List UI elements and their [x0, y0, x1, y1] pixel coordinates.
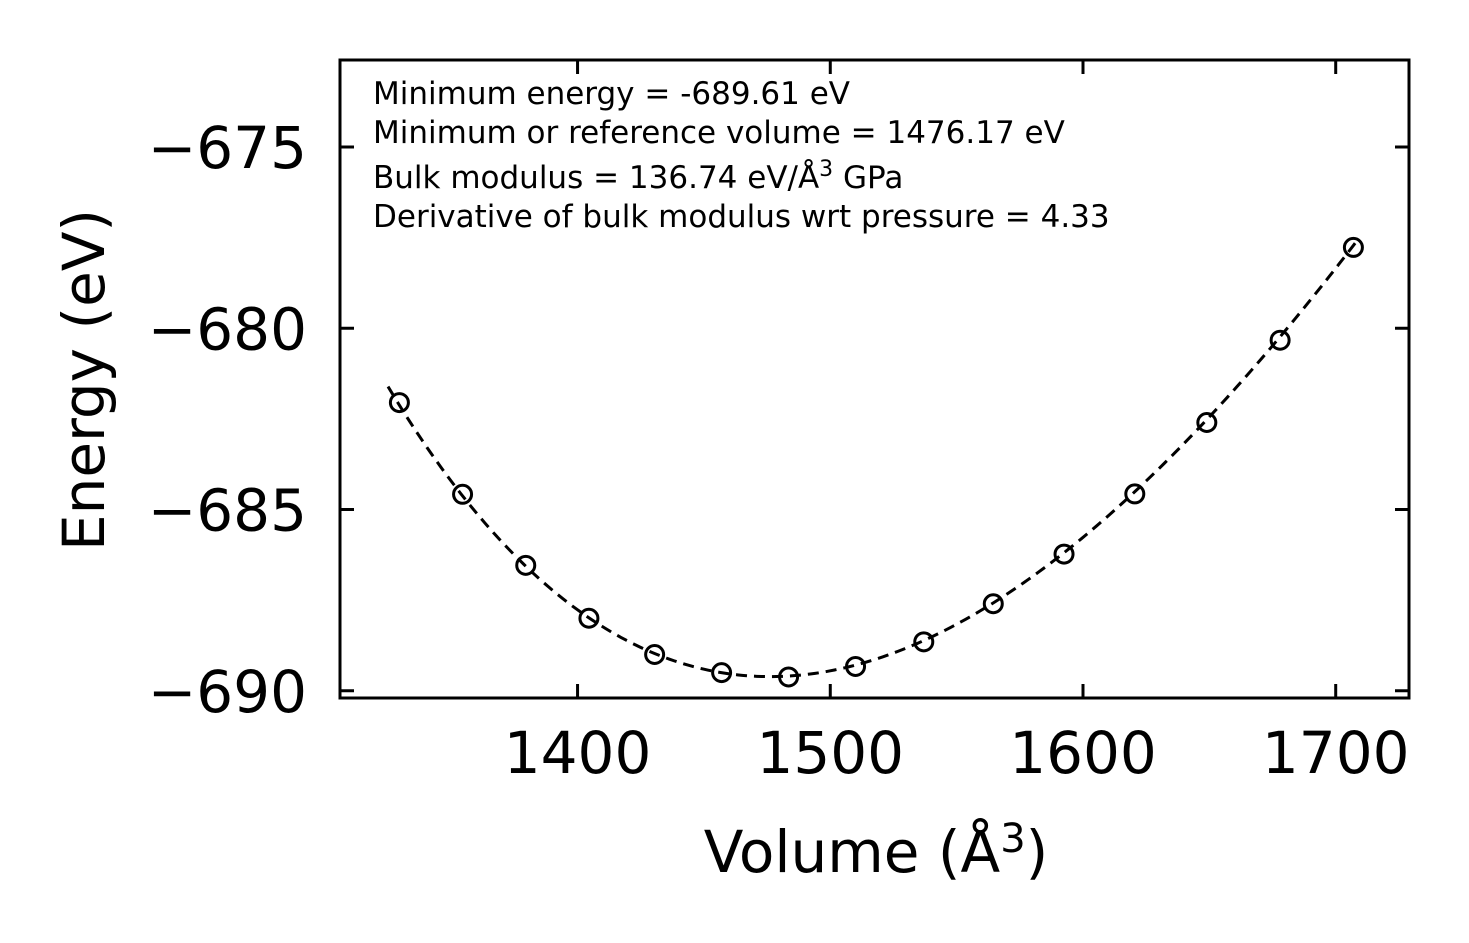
data-point [578, 607, 600, 629]
data-point [845, 655, 867, 677]
y-axis-title: Energy (eV) [50, 209, 118, 551]
y-tick-label: −690 [148, 658, 307, 726]
x-axis-title-suffix: ) [1026, 818, 1049, 886]
annotation-bulk-modulus-text: Bulk modulus = 136.74 eV/Å [373, 160, 819, 196]
y-tick-label: −685 [148, 477, 307, 545]
annotation-bulk-modulus-sup: 3 [819, 157, 833, 182]
data-point [644, 644, 666, 665]
data-point [1196, 412, 1218, 433]
data-point [1269, 329, 1291, 351]
x-axis-title: Volume (Å3) [704, 816, 1049, 886]
annotation-reference-volume: Minimum or reference volume = 1476.17 eV [373, 115, 1065, 151]
data-point [711, 662, 733, 684]
data-point [1053, 543, 1075, 565]
x-tick-label: 1400 [504, 719, 652, 787]
annotation-minimum-energy: Minimum energy = -689.61 eV [373, 76, 850, 112]
x-tick-label: 1600 [1009, 719, 1157, 787]
x-tick-label: 1500 [756, 719, 904, 787]
y-tick-label: −680 [148, 295, 307, 363]
x-axis-title-sup: 3 [1000, 816, 1025, 862]
annotation-bulk-derivative: Derivative of bulk modulus wrt pressure … [373, 199, 1110, 235]
y-tick-label: −675 [148, 114, 307, 182]
data-point [515, 554, 537, 576]
plot-area [386, 236, 1364, 688]
data-point [388, 392, 410, 414]
fit-annotations: Minimum energy = -689.61 eV Minimum or r… [373, 76, 1110, 235]
x-axis-title-text: Volume (Å [704, 817, 1001, 886]
x-tick-label: 1700 [1262, 719, 1410, 787]
data-point [1124, 483, 1146, 505]
axes-frame [338, 58, 1411, 700]
data-point [778, 666, 800, 688]
data-point [1342, 236, 1364, 258]
annotation-bulk-modulus: Bulk modulus = 136.74 eV/Å3 GPa [373, 157, 903, 196]
ticks: 1400 1500 1600 1700 −690 −685 −680 −675 [148, 60, 1410, 787]
data-point [982, 593, 1004, 615]
annotation-bulk-modulus-suffix: GPa [833, 160, 903, 196]
data-point [913, 631, 935, 653]
fit-line [386, 237, 1360, 679]
data-point [452, 483, 474, 505]
